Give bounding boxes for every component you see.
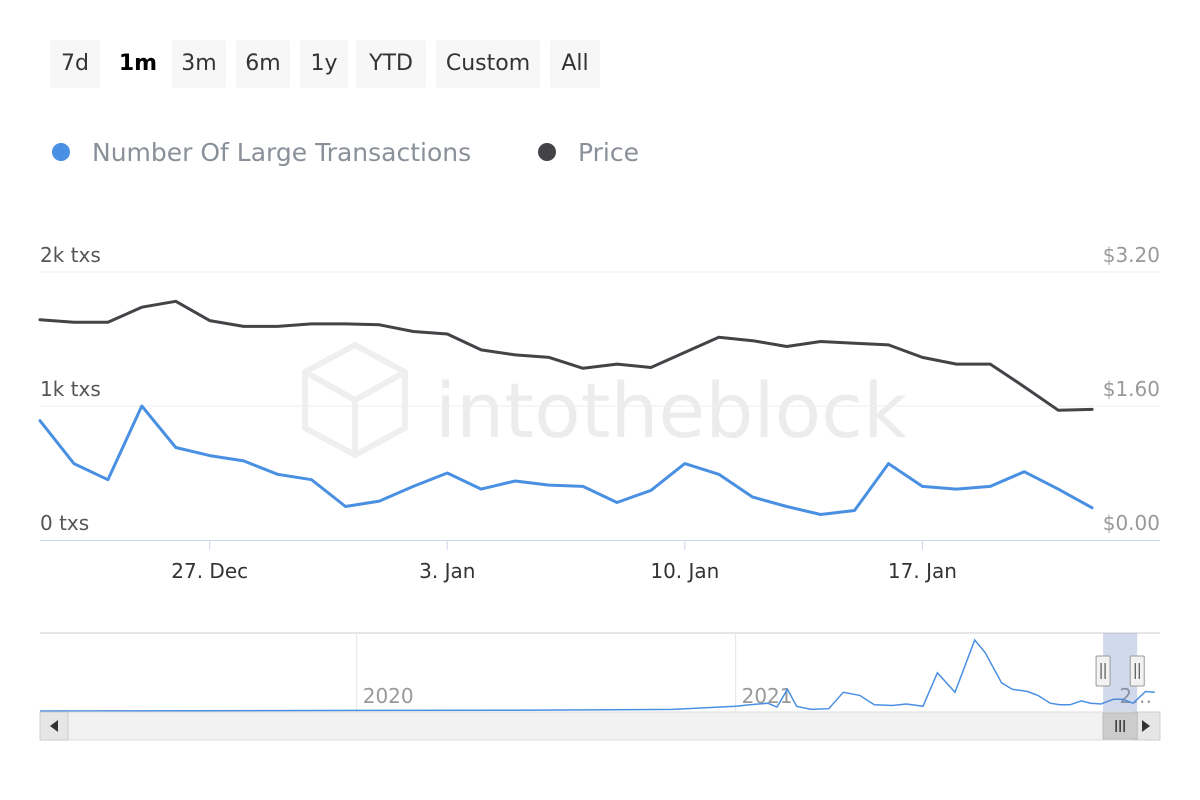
- navigator-year-label: 2020: [363, 684, 414, 708]
- legend-dot-icon: [52, 143, 70, 161]
- range-button-custom[interactable]: Custom: [436, 40, 540, 88]
- x-axis-label: 3. Jan: [419, 559, 475, 583]
- series-line-large-transactions: [38, 404, 1094, 516]
- range-button-3m[interactable]: 3m: [172, 40, 226, 88]
- arrow-left-icon: [50, 720, 58, 732]
- range-button-1y[interactable]: 1y: [300, 40, 348, 88]
- legend-label: Price: [578, 137, 639, 167]
- range-button-7d[interactable]: 7d: [50, 40, 100, 88]
- watermark-logo-icon: [302, 341, 408, 459]
- legend-dot-icon: [538, 143, 556, 161]
- scrollbar-track[interactable]: [39, 711, 1161, 741]
- navigator-series-line: [39, 638, 1155, 712]
- y-axis-left-label: 0 txs: [40, 511, 89, 535]
- arrow-right-icon: [1142, 720, 1150, 732]
- x-axis-label: 10. Jan: [650, 559, 719, 583]
- range-button-1m[interactable]: 1m: [110, 40, 166, 88]
- legend-item-large-transactions[interactable]: Number Of Large Transactions: [52, 132, 471, 172]
- range-button-ytd[interactable]: YTD: [356, 40, 426, 88]
- series-line-price: [38, 299, 1094, 412]
- range-button-6m[interactable]: 6m: [236, 40, 290, 88]
- range-button-all[interactable]: All: [550, 40, 600, 88]
- legend-label: Number Of Large Transactions: [92, 137, 472, 167]
- y-axis-right-label: $3.20: [1103, 243, 1160, 267]
- navigator-year-label: 2…: [1119, 684, 1152, 708]
- y-axis-right-label: $0.00: [1103, 511, 1160, 535]
- y-axis-left-label: 2k txs: [40, 243, 101, 267]
- legend-item-price[interactable]: Price: [538, 132, 639, 172]
- y-axis-right-label: $1.60: [1103, 377, 1160, 401]
- x-axis-label: 27. Dec: [171, 559, 248, 583]
- y-axis-left-label: 1k txs: [40, 377, 101, 401]
- watermark-text: intotheblock: [435, 366, 907, 455]
- x-axis-label: 17. Jan: [888, 559, 957, 583]
- navigator-left-handle[interactable]: [1095, 655, 1111, 687]
- navigator-right-handle[interactable]: [1129, 655, 1145, 687]
